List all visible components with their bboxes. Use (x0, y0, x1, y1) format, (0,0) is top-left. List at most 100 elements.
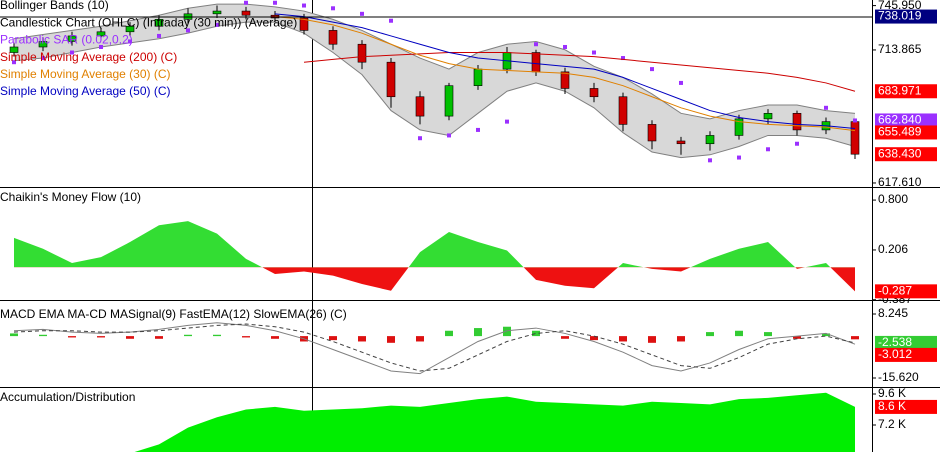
candle-body (386, 61, 396, 98)
candle-body (67, 35, 77, 42)
candle-body (676, 140, 686, 145)
value-marker (875, 284, 937, 299)
pane (14, 221, 855, 292)
sar-dot (563, 44, 567, 49)
sar-dot (273, 0, 277, 5)
y-tick-label: 0.206 (878, 242, 908, 256)
histogram-bar (648, 336, 656, 343)
histogram-bar (155, 336, 163, 339)
candle-body (212, 10, 222, 15)
legend-entry: Chaikin's Money Flow (10) (0, 190, 141, 204)
value-marker (875, 9, 937, 24)
legend-entry: Simple Moving Average (30) (C) (0, 67, 171, 81)
legend-entry: MACD EMA MA-CD MASignal(9) FastEMA(12) S… (0, 307, 347, 321)
candle-body (792, 113, 802, 131)
sar-dot (41, 56, 45, 61)
histogram-bar (184, 334, 192, 337)
value-marker-label: 683.971 (878, 83, 922, 97)
sar-dot (737, 155, 741, 160)
value-marker (875, 347, 937, 362)
sar-dot (853, 118, 857, 123)
histogram-bar (242, 336, 250, 338)
histogram-bar (706, 332, 714, 337)
sar-dot (505, 119, 509, 124)
value-marker-label: 662.840 (878, 113, 922, 127)
value-marker (875, 399, 937, 414)
candle-body (415, 96, 425, 117)
candle-body (96, 31, 106, 37)
candle-body (154, 19, 164, 27)
sar-dot (128, 39, 132, 44)
legend-entry: Simple Moving Average (200) (C) (0, 50, 177, 64)
moving-average (274, 13, 856, 130)
band-lower (13, 21, 856, 159)
y-tick-label: 713.865 (878, 42, 922, 56)
histogram-bar (39, 334, 47, 337)
y-tick-label: 617.610 (878, 175, 922, 189)
histogram-bar (764, 332, 772, 337)
histogram-bar (851, 336, 859, 340)
histogram-bar (532, 330, 540, 337)
histogram-bar (213, 334, 221, 337)
sar-dot (302, 3, 306, 8)
candle-body (125, 25, 135, 33)
candle-body (763, 113, 773, 120)
sar-dot (795, 141, 799, 146)
histogram-bar (126, 336, 134, 339)
histogram-bar (10, 333, 18, 337)
y-tick-label: 8.245 (878, 306, 908, 320)
sar-dot (389, 18, 393, 23)
histogram-bar (619, 336, 627, 342)
histogram-bar (97, 336, 105, 338)
sar-dot (418, 136, 422, 141)
y-tick-label: 7.2 K (878, 417, 906, 431)
sar-dot (447, 133, 451, 138)
histogram-bar (474, 328, 482, 337)
histogram-bar (68, 336, 76, 338)
candle-body (647, 124, 657, 142)
sar-dot (679, 80, 683, 85)
sar-dot (708, 158, 712, 163)
sar-dot (215, 22, 219, 27)
sar-dot (534, 42, 538, 47)
legend-entry: Bollinger Bands (10) (0, 0, 109, 12)
value-marker (875, 335, 937, 350)
y-tick-label: 745.950 (878, 0, 922, 12)
legend-entry: Parabolic SAR (0.02,0.2) (0, 33, 133, 47)
value-marker (875, 125, 937, 140)
candle-body (618, 96, 628, 125)
value-marker-label: 655.489 (878, 125, 922, 139)
histogram-bar (358, 336, 366, 342)
value-marker (875, 84, 937, 99)
histogram-bar (793, 336, 801, 339)
sar-dot (99, 44, 103, 49)
pane (9, 0, 860, 163)
histogram-bar (329, 336, 337, 341)
moving-average (303, 52, 856, 92)
y-tick-label: 9.6 K (878, 386, 906, 400)
value-marker (875, 113, 937, 128)
y-tick-label: 0.800 (878, 192, 908, 206)
sar-dot (592, 50, 596, 55)
candle-body (241, 10, 251, 16)
value-marker-label: -3.012 (878, 347, 912, 361)
candle-body (328, 30, 338, 45)
sar-dot (360, 11, 364, 16)
candle-body (734, 118, 744, 136)
candle-body (589, 88, 599, 98)
histogram-bar (271, 336, 279, 339)
area-positive (14, 392, 855, 452)
candle-body (444, 85, 454, 117)
histogram-bar (735, 330, 743, 337)
pane (14, 392, 855, 452)
sar-dot (186, 28, 190, 33)
value-marker-label: 8.6 K (878, 399, 906, 413)
value-marker-label: -2.538 (878, 335, 912, 349)
legend-entry: Accumulation/Distribution (0, 390, 135, 404)
candle-body (299, 17, 309, 31)
macd-line (13, 322, 856, 375)
legend-entry: Candlestick Chart (OHLC) (Intraday (30 m… (0, 15, 297, 29)
histogram-bar (590, 336, 598, 341)
y-tick-label: -15.620 (878, 370, 919, 384)
area-positive (14, 221, 831, 268)
